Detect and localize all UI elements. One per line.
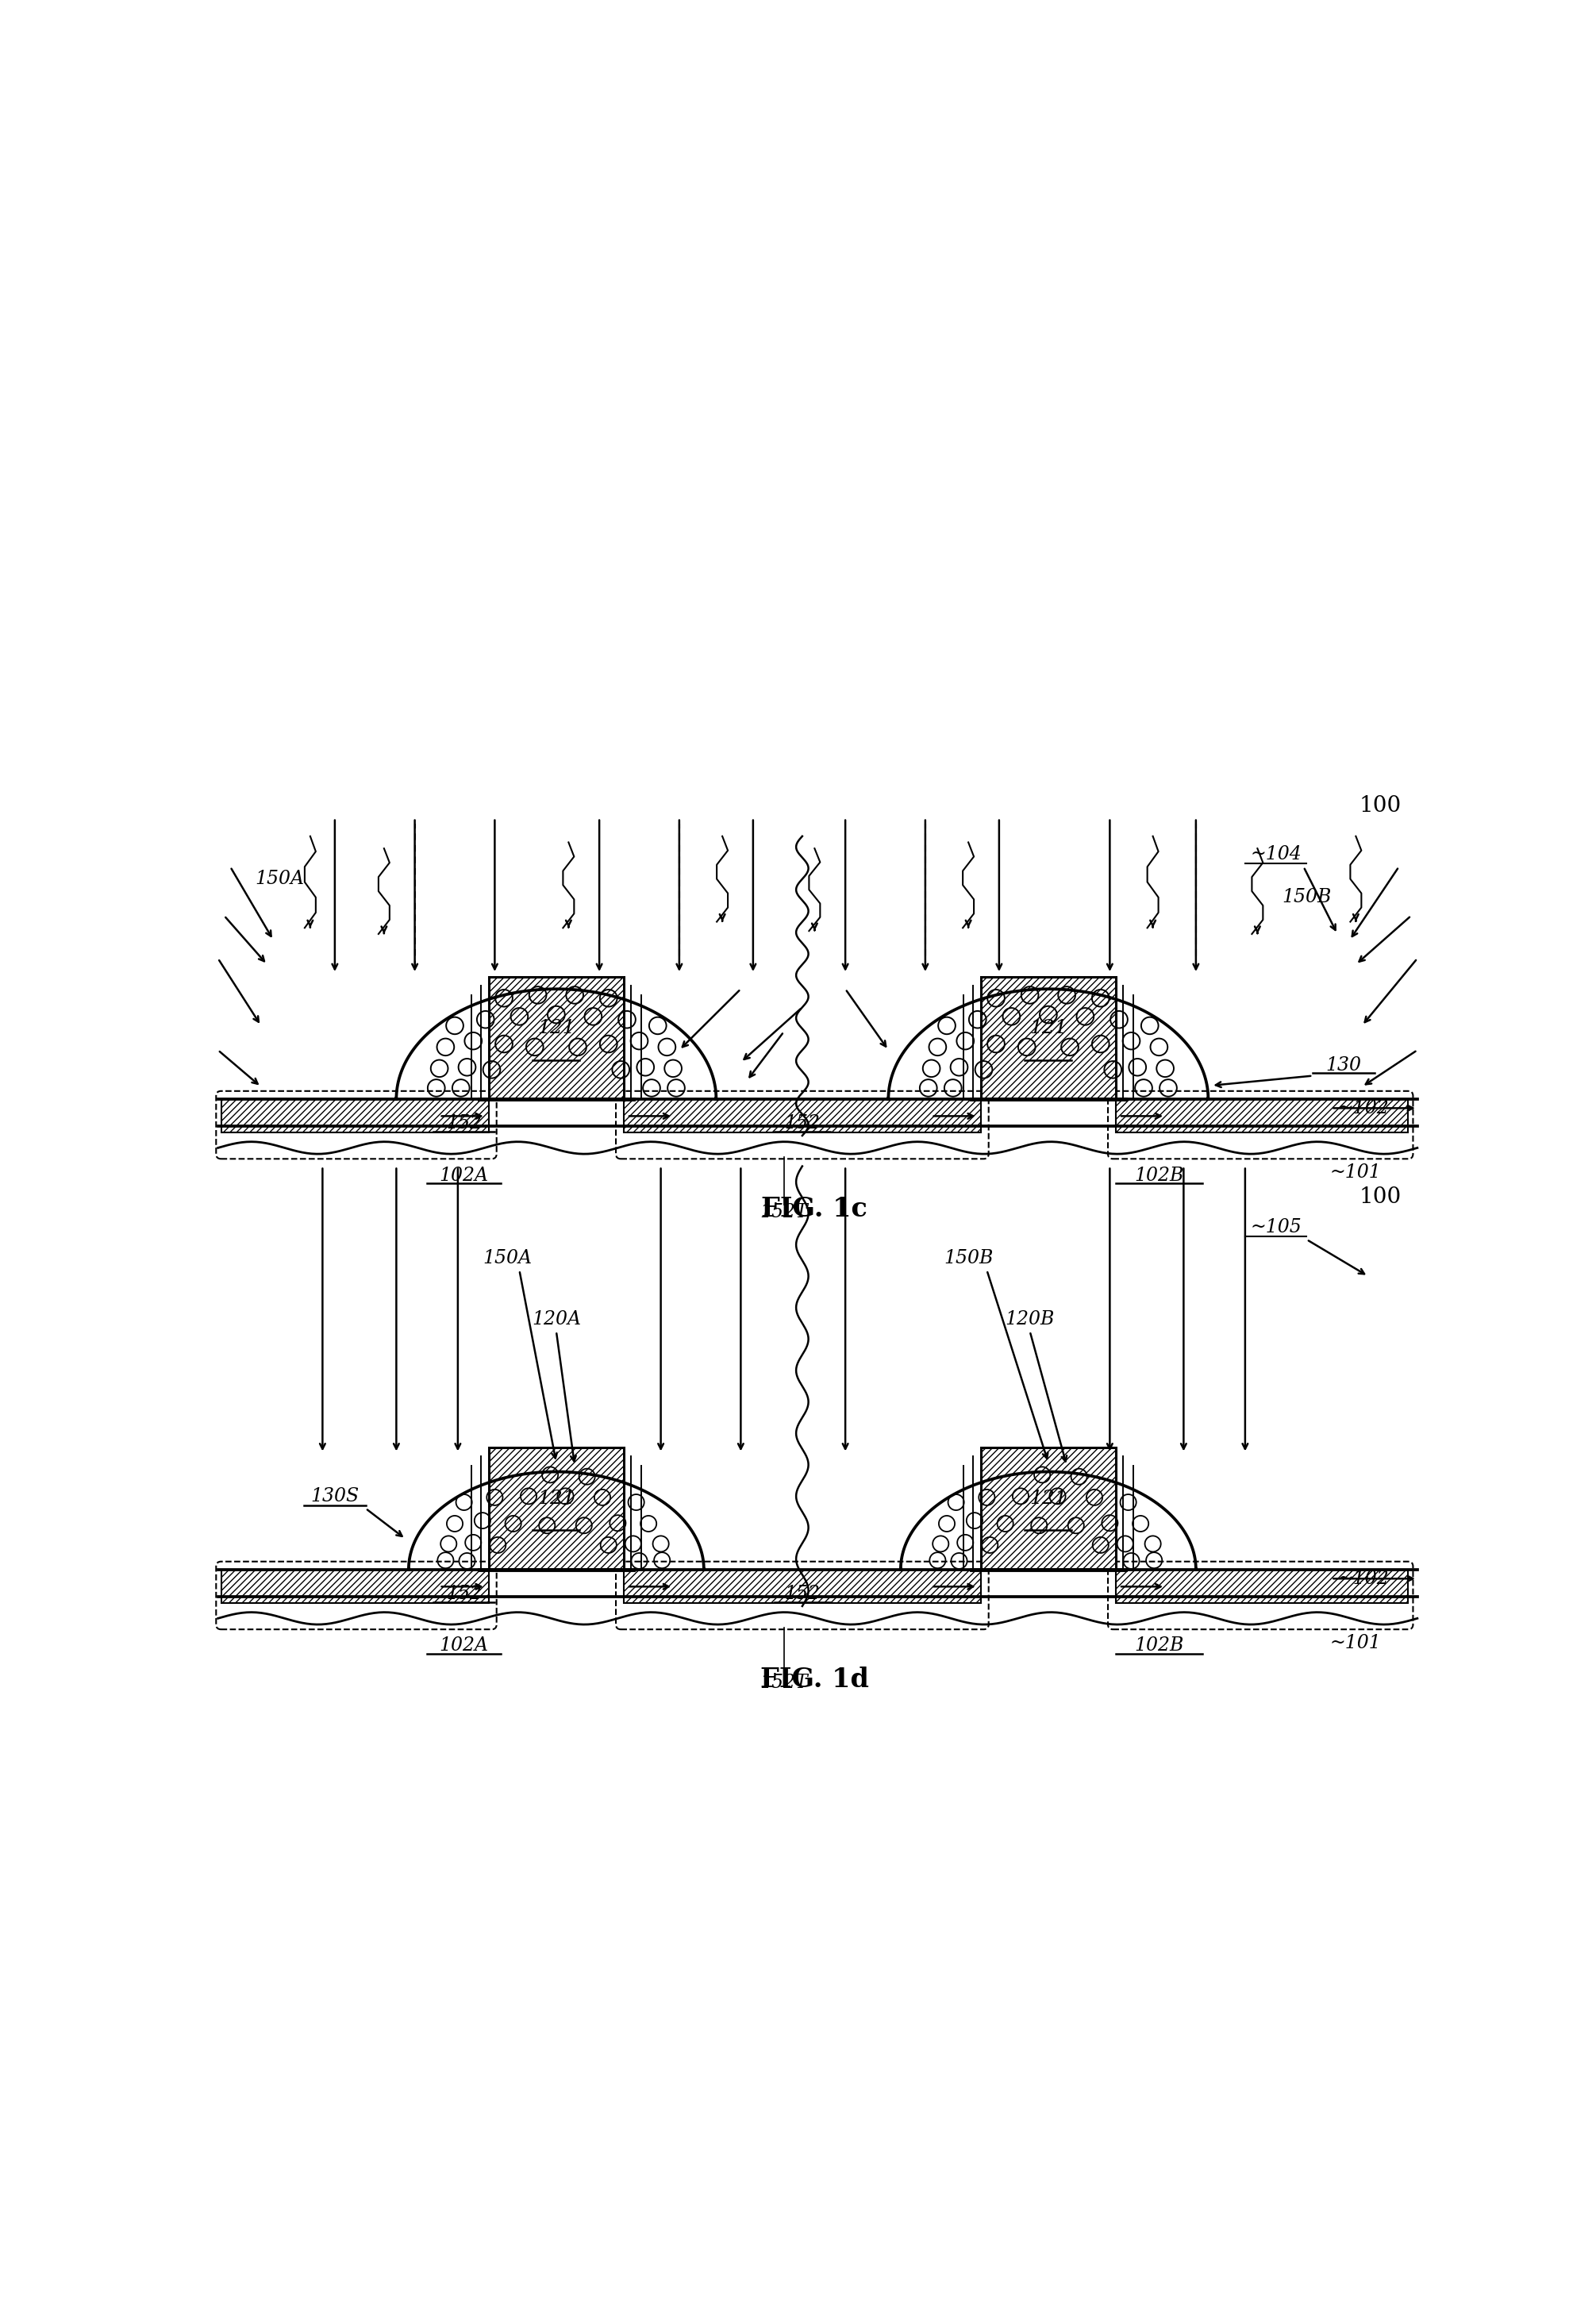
Text: 152: 152 — [784, 1584, 820, 1602]
Text: ~104: ~104 — [1250, 846, 1302, 864]
Text: FIG. 1d: FIG. 1d — [760, 1667, 868, 1692]
Polygon shape — [624, 1099, 980, 1133]
Polygon shape — [980, 977, 1116, 1099]
Text: ~105: ~105 — [1250, 1218, 1302, 1237]
Text: 100: 100 — [1360, 1186, 1401, 1207]
Text: 120B: 120B — [1005, 1310, 1055, 1329]
Text: 121: 121 — [538, 1490, 575, 1508]
Polygon shape — [488, 977, 624, 1099]
Text: ~101: ~101 — [1329, 1163, 1382, 1182]
Text: 100: 100 — [1360, 795, 1401, 816]
Polygon shape — [220, 1099, 488, 1133]
Text: 150B: 150B — [943, 1248, 993, 1267]
Polygon shape — [1116, 1099, 1408, 1133]
Text: 152: 152 — [447, 1584, 482, 1602]
Text: 121: 121 — [1029, 1490, 1068, 1508]
Text: 121: 121 — [1029, 1018, 1068, 1037]
Text: 102A: 102A — [439, 1637, 488, 1655]
Text: ~102: ~102 — [1337, 1099, 1389, 1117]
Text: 152T: 152T — [760, 1674, 808, 1692]
Text: 150A: 150A — [482, 1248, 531, 1267]
Text: 152T: 152T — [760, 1202, 808, 1221]
Polygon shape — [624, 1570, 980, 1602]
Text: 121: 121 — [538, 1018, 575, 1037]
Text: 102A: 102A — [439, 1166, 488, 1184]
Text: ~101: ~101 — [1329, 1635, 1382, 1653]
Text: 150A: 150A — [255, 869, 305, 887]
Polygon shape — [1116, 1570, 1408, 1602]
Text: ~102: ~102 — [1337, 1570, 1389, 1589]
Text: 102B: 102B — [1135, 1166, 1184, 1184]
Text: 130: 130 — [1326, 1055, 1361, 1074]
Polygon shape — [980, 1448, 1116, 1570]
Text: FIG. 1c: FIG. 1c — [761, 1195, 868, 1223]
Text: 120A: 120A — [531, 1310, 581, 1329]
Polygon shape — [220, 1570, 488, 1602]
Text: 150B: 150B — [1282, 887, 1331, 906]
Polygon shape — [488, 1448, 624, 1570]
Text: 130S: 130S — [311, 1487, 359, 1506]
Text: 152: 152 — [784, 1115, 820, 1133]
Text: 152: 152 — [447, 1115, 482, 1133]
Text: 102B: 102B — [1135, 1637, 1184, 1655]
